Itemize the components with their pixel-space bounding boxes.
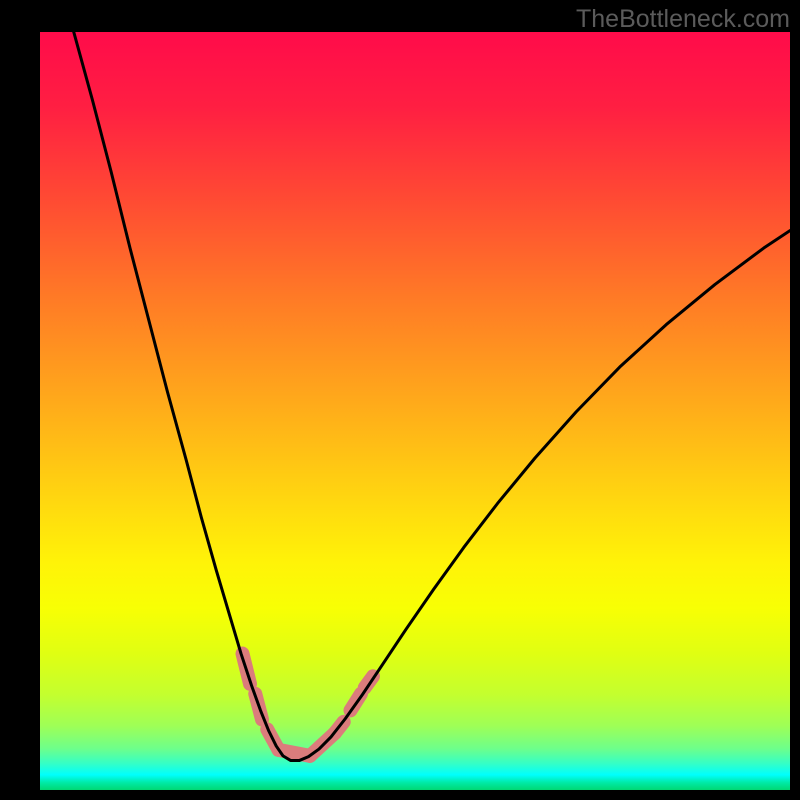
heat-gradient-background [40, 32, 790, 790]
watermark-text: TheBottleneck.com [576, 5, 790, 34]
plot-area [40, 32, 790, 790]
chart-stage: TheBottleneck.com [0, 0, 800, 800]
